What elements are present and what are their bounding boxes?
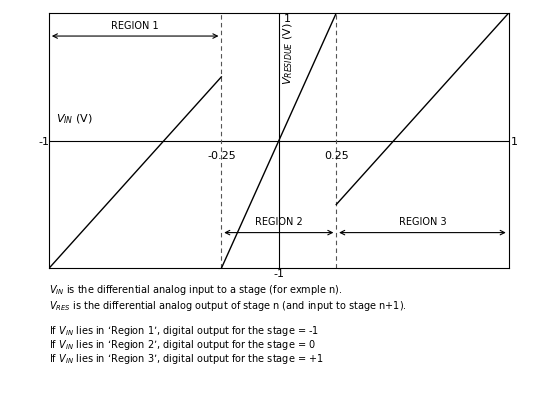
Text: 1: 1 xyxy=(511,136,518,146)
Text: -0.25: -0.25 xyxy=(207,150,236,160)
Text: If $V_{IN}$ lies in ‘Region 1’, digital output for the stage = -1: If $V_{IN}$ lies in ‘Region 1’, digital … xyxy=(49,323,319,337)
Text: $V_{IN}$ is the differential analog input to a stage (for exmple n).: $V_{IN}$ is the differential analog inpu… xyxy=(49,283,342,297)
Text: -1: -1 xyxy=(273,269,285,279)
Text: REGION 2: REGION 2 xyxy=(255,217,302,227)
Text: If $V_{IN}$ lies in ‘Region 2’, digital output for the stage = 0: If $V_{IN}$ lies in ‘Region 2’, digital … xyxy=(49,337,316,351)
Text: 1: 1 xyxy=(283,14,290,24)
Text: REGION 3: REGION 3 xyxy=(399,217,446,227)
Text: -1: -1 xyxy=(38,136,49,146)
Text: 0.25: 0.25 xyxy=(324,150,349,160)
Text: REGION 1: REGION 1 xyxy=(112,20,159,30)
Text: $V_{RESIDUE}$ (V): $V_{RESIDUE}$ (V) xyxy=(281,22,295,85)
Text: If $V_{IN}$ lies in ‘Region 3’, digital output for the stage = +1: If $V_{IN}$ lies in ‘Region 3’, digital … xyxy=(49,351,324,365)
Text: $V_{RES}$ is the differential analog output of stage n (and input to stage n+1).: $V_{RES}$ is the differential analog out… xyxy=(49,299,407,313)
Text: $V_{IN}$ (V): $V_{IN}$ (V) xyxy=(56,113,93,126)
